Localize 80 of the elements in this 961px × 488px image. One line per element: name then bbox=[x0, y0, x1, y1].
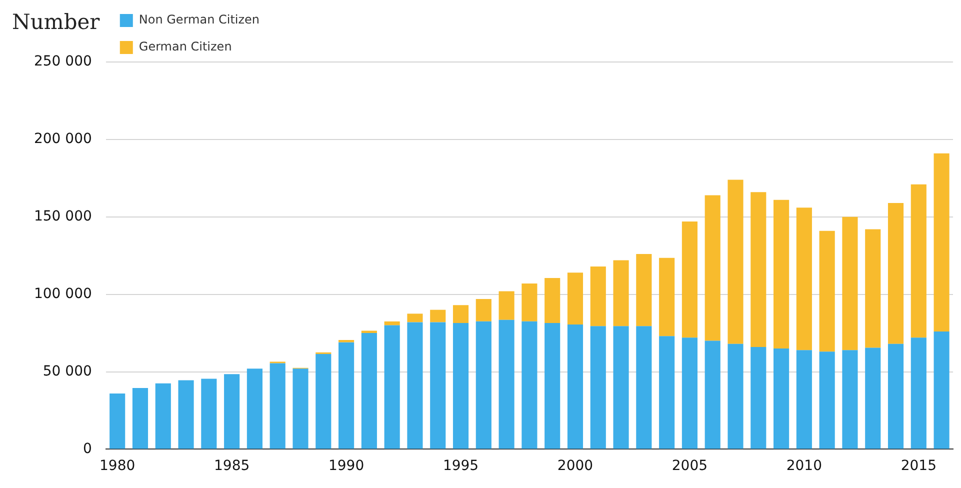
y-axis-title: Number bbox=[12, 10, 100, 34]
x-tick-label: 1980 bbox=[100, 458, 136, 474]
y-tick-label: 200 000 bbox=[34, 131, 92, 148]
bar bbox=[544, 322, 560, 449]
bar bbox=[201, 378, 217, 449]
bar bbox=[865, 229, 881, 348]
bar bbox=[934, 153, 950, 332]
bar bbox=[682, 222, 698, 338]
bar bbox=[407, 322, 423, 449]
bar bbox=[384, 325, 400, 449]
bar bbox=[704, 340, 720, 449]
bar bbox=[636, 254, 652, 326]
x-tick-label: 2010 bbox=[786, 458, 822, 474]
y-tick-label: 250 000 bbox=[34, 54, 92, 70]
bar bbox=[498, 291, 514, 320]
bar bbox=[292, 368, 308, 449]
bar bbox=[430, 310, 446, 322]
bar bbox=[270, 363, 286, 449]
bar bbox=[750, 192, 766, 347]
y-tick-label: 50 000 bbox=[42, 363, 92, 380]
x-tick-label: 2015 bbox=[900, 458, 936, 474]
bar bbox=[728, 180, 744, 344]
bar bbox=[888, 202, 904, 344]
bar bbox=[132, 388, 148, 449]
bar bbox=[728, 344, 744, 449]
bar bbox=[796, 208, 812, 350]
bar bbox=[613, 260, 629, 326]
bar bbox=[682, 338, 698, 449]
bar bbox=[246, 368, 262, 449]
x-tick-label: 2005 bbox=[672, 458, 708, 474]
bar bbox=[178, 380, 194, 449]
bar bbox=[498, 320, 514, 449]
bar bbox=[796, 350, 812, 449]
bar bbox=[361, 330, 377, 334]
bar bbox=[819, 230, 835, 352]
bar bbox=[544, 278, 560, 323]
bar bbox=[522, 321, 538, 449]
bar bbox=[567, 324, 584, 449]
bar bbox=[613, 326, 629, 449]
bar bbox=[590, 326, 606, 449]
bar bbox=[452, 322, 469, 449]
bar bbox=[522, 283, 538, 322]
y-tick-label: 150 000 bbox=[34, 208, 92, 225]
bar bbox=[430, 322, 446, 449]
x-tick-label: 1985 bbox=[214, 458, 250, 474]
bar bbox=[476, 298, 492, 322]
legend-label: Non German Citizen bbox=[138, 12, 260, 27]
bar bbox=[384, 321, 400, 326]
x-tick-label: 2000 bbox=[557, 458, 594, 474]
x-tick-label: 1995 bbox=[442, 458, 479, 474]
bar bbox=[110, 393, 126, 449]
bar bbox=[452, 305, 469, 323]
y-tick-label: 100 000 bbox=[34, 286, 92, 302]
bar bbox=[910, 338, 926, 449]
bar bbox=[476, 321, 492, 449]
bar bbox=[659, 258, 675, 336]
bar bbox=[155, 383, 171, 449]
bar bbox=[842, 350, 858, 449]
bar bbox=[888, 344, 904, 449]
bar bbox=[361, 333, 377, 449]
bar bbox=[865, 348, 881, 449]
bar bbox=[567, 272, 584, 325]
bar bbox=[774, 348, 790, 449]
bar bbox=[774, 200, 790, 349]
bar bbox=[934, 331, 950, 449]
bar bbox=[910, 184, 926, 338]
bar bbox=[750, 346, 766, 449]
bar bbox=[704, 195, 720, 341]
bar bbox=[636, 326, 652, 449]
x-tick-label: 1990 bbox=[328, 458, 364, 474]
y-tick-label: 0 bbox=[82, 440, 92, 457]
bar bbox=[590, 266, 606, 326]
legend-label: German Citizen bbox=[138, 40, 232, 54]
bar bbox=[659, 336, 675, 449]
bar bbox=[316, 354, 332, 449]
bar bbox=[842, 216, 858, 350]
bar bbox=[819, 352, 835, 449]
bar bbox=[338, 342, 354, 449]
bar bbox=[407, 314, 423, 322]
bar bbox=[224, 374, 240, 449]
